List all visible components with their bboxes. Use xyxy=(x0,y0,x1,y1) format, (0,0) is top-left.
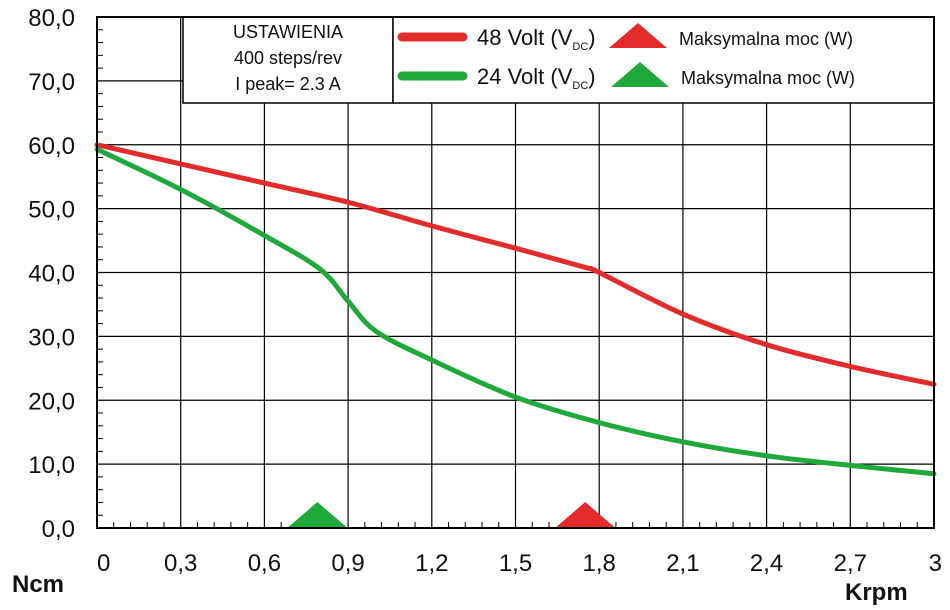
x-tick-label: 0 xyxy=(97,550,110,577)
x-tick-label: 1,5 xyxy=(499,550,532,577)
y-tick-label: 50,0 xyxy=(28,197,75,224)
x-axis-title: Krpm xyxy=(845,579,908,606)
x-tick-label: 2,1 xyxy=(666,550,699,577)
settings-box-frame xyxy=(182,16,394,104)
y-axis-title: Ncm xyxy=(12,571,64,598)
max-power-marker-24v xyxy=(288,502,347,527)
y-tick-label: 40,0 xyxy=(28,261,75,288)
legend-max-power-24v: Maksymalna moc (W) xyxy=(681,68,855,88)
x-tick-label: 2,7 xyxy=(834,550,867,577)
legend-label-48v: 48 Volt (VDC) xyxy=(477,25,596,53)
settings-current: I peak= 2.3 A xyxy=(235,74,341,94)
legend-triangle-24v-icon xyxy=(611,62,669,87)
x-tick-label: 0,3 xyxy=(164,550,197,577)
y-tick-label: 0,0 xyxy=(42,516,75,543)
settings-box: USTAWIENIA 400 steps/rev I peak= 2.3 A xyxy=(182,16,394,104)
x-tick-label: 0,6 xyxy=(248,550,281,577)
settings-steps: 400 steps/rev xyxy=(234,48,342,68)
tick-labels: 0 0,3 0,6 0,9 1,2 1,5 1,8 2,1 2,4 2,7 30,010,020,0… xyxy=(28,5,942,577)
legend-triangle-48v-icon xyxy=(609,23,667,48)
max-power-markers xyxy=(288,502,615,527)
curves xyxy=(94,142,937,477)
y-tick-label: 80,0 xyxy=(28,5,75,32)
settings-title: USTAWIENIA xyxy=(233,22,343,42)
y-tick-label: 20,0 xyxy=(28,388,75,415)
y-tick-label: 70,0 xyxy=(28,69,75,96)
x-tick-label: 1,2 xyxy=(415,550,448,577)
legend-frame xyxy=(392,16,935,104)
legend: 48 Volt (VDC) Maksymalna moc (W) 24 Volt… xyxy=(392,16,935,104)
x-tick-label: 1,8 xyxy=(583,550,616,577)
series-line-24v xyxy=(94,146,937,477)
legend-max-power-48v: Maksymalna moc (W) xyxy=(679,29,853,49)
legend-label-24v: 24 Volt (VDC) xyxy=(477,64,596,92)
y-tick-label: 60,0 xyxy=(28,133,75,160)
series-line-48v xyxy=(94,142,937,387)
x-tick-label: 2,4 xyxy=(750,550,783,577)
max-power-marker-48v xyxy=(556,502,615,527)
y-tick-label: 30,0 xyxy=(28,324,75,351)
x-tick-label: 0,9 xyxy=(331,550,364,577)
x-tick-label: 3 xyxy=(929,550,942,577)
y-tick-label: 10,0 xyxy=(28,452,75,479)
plot-border xyxy=(96,16,935,529)
